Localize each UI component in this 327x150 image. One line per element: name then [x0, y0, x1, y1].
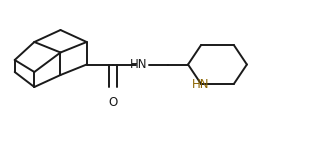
Text: O: O: [108, 96, 117, 108]
Text: HN: HN: [130, 58, 148, 71]
Text: HN: HN: [192, 78, 210, 90]
